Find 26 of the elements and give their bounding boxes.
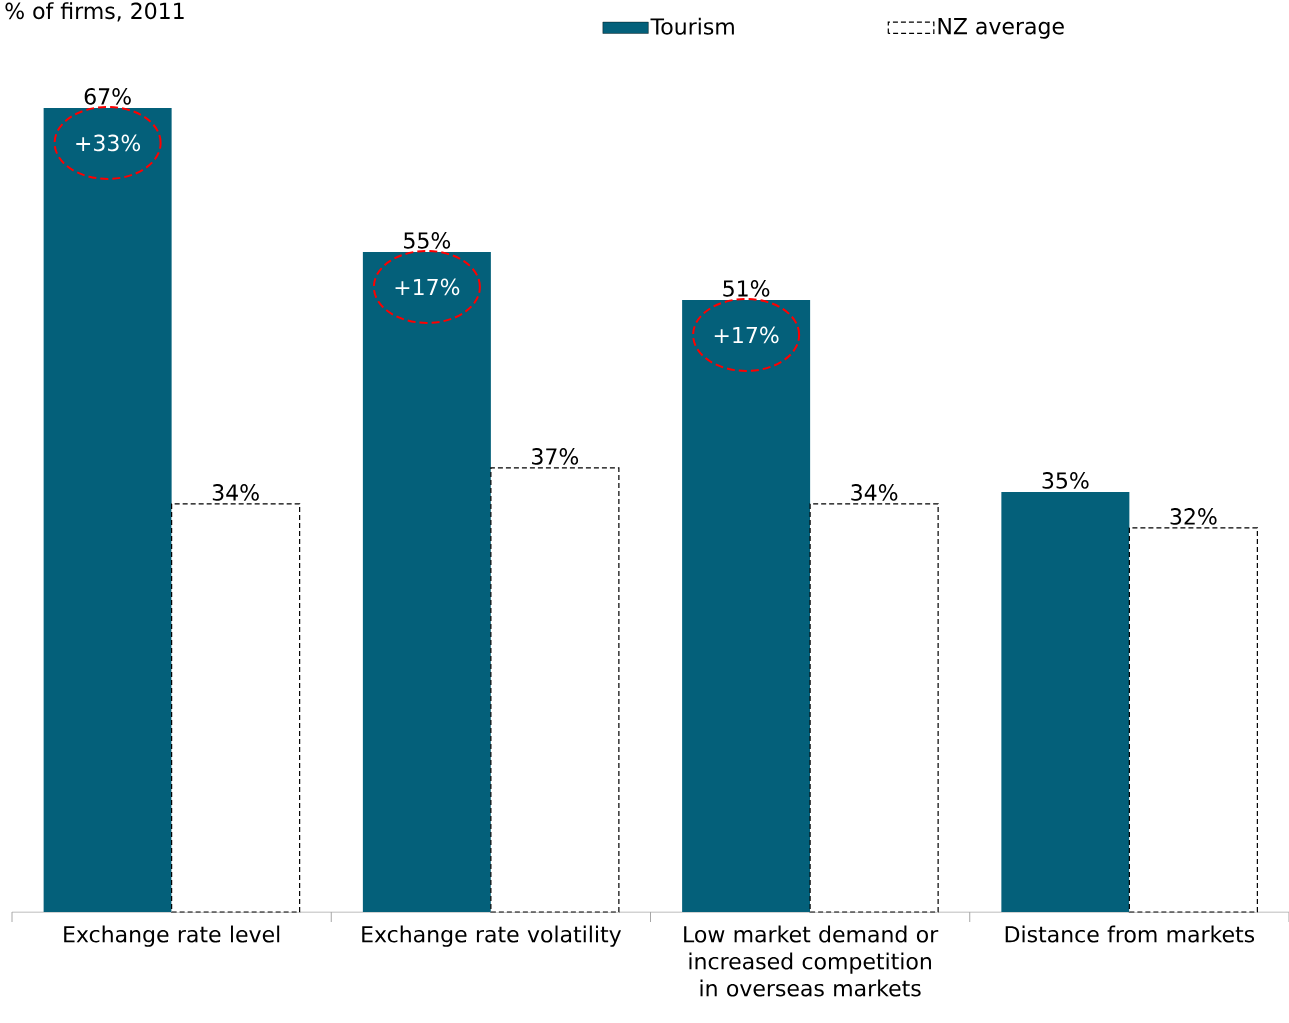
data-label: 34% <box>212 484 259 501</box>
annotation: +17% <box>714 326 779 344</box>
legend-label: Tourism <box>650 17 734 35</box>
x-tick-label: Low market demand or increased competition in overseas markets <box>684 925 939 997</box>
bar <box>1001 491 1130 912</box>
chart-title: % of firms, 2011 <box>5 2 184 22</box>
bar <box>682 299 811 912</box>
data-label: 55% <box>404 232 451 249</box>
annotation: +17% <box>395 278 460 296</box>
data-label: 32% <box>1170 508 1217 525</box>
x-tick-label: Exchange rate volatility <box>362 925 622 947</box>
legend-label: NZ average <box>938 18 1064 39</box>
x-tick-label: Exchange rate level <box>64 925 280 947</box>
bar <box>1128 527 1258 913</box>
bar <box>171 503 301 913</box>
data-label: 35% <box>1042 472 1089 489</box>
data-label: 34% <box>851 484 898 501</box>
data-label: 51% <box>723 280 770 297</box>
data-label: 67% <box>84 88 131 105</box>
bar <box>43 107 172 912</box>
bar <box>362 251 491 912</box>
x-tick-label: Distance from markets <box>1005 925 1255 943</box>
annotation: +33% <box>76 134 141 152</box>
data-label: 37% <box>532 448 579 465</box>
bar <box>809 503 939 913</box>
bar <box>490 467 620 913</box>
